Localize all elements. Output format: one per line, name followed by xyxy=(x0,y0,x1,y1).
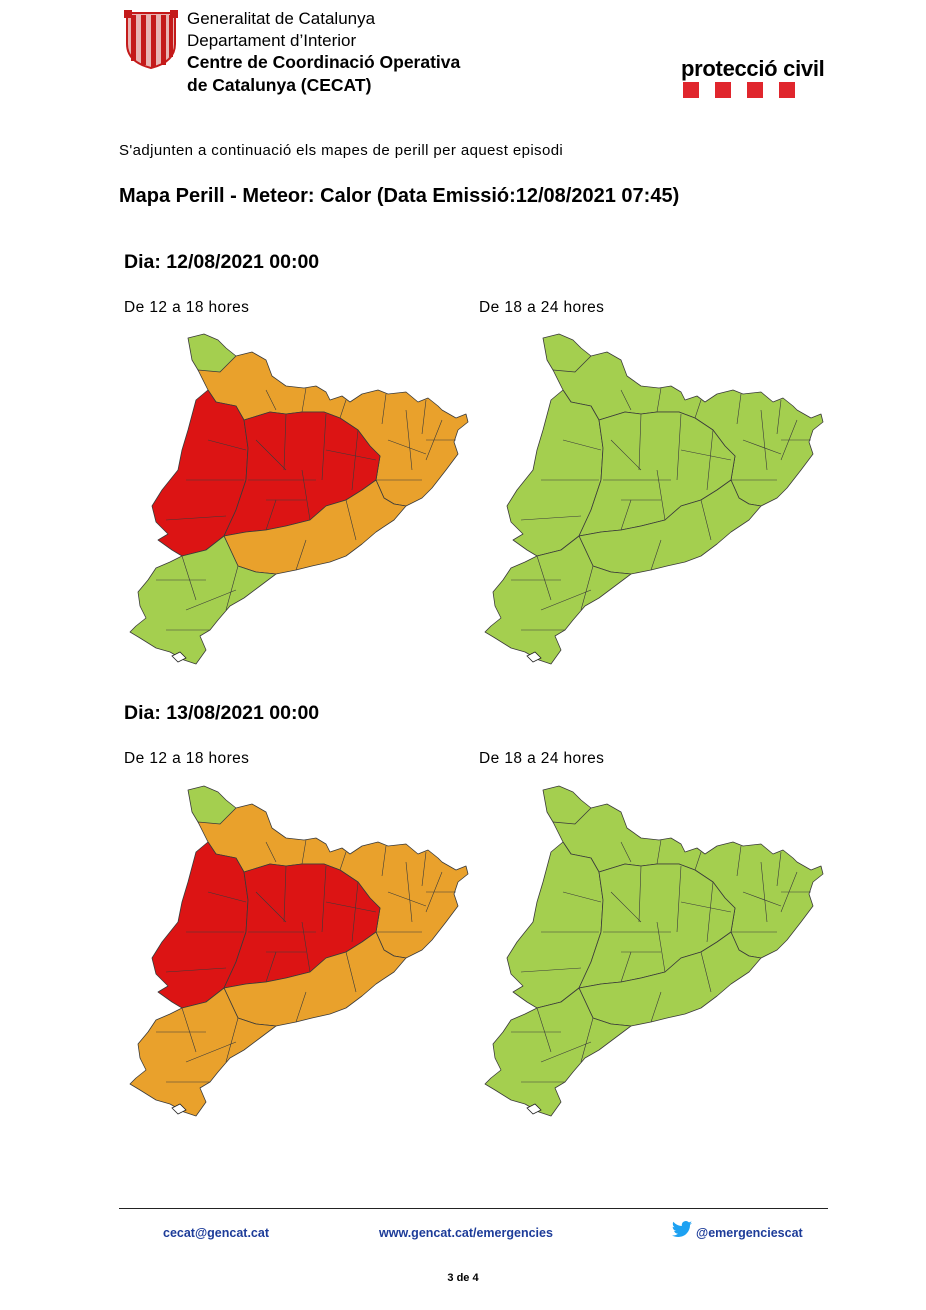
page-number: 3 de 4 xyxy=(447,1272,479,1284)
period-label: De 12 a 18 hores xyxy=(124,750,250,767)
day-heading: Dia: 13/08/2021 00:00 xyxy=(124,702,320,724)
map-region-coast xyxy=(223,931,407,1027)
proteccio-civil-squares-icon xyxy=(683,82,796,98)
generalitat-logo-icon xyxy=(124,10,178,70)
catalonia-map-svg xyxy=(484,333,824,665)
hazard-map xyxy=(126,782,472,1122)
map-comarca-border xyxy=(603,469,777,571)
map-comarca-border xyxy=(603,921,777,1023)
footer-divider xyxy=(119,1208,828,1209)
period-label: De 12 a 18 hores xyxy=(124,299,250,316)
map-delta-marker xyxy=(526,1103,542,1115)
map-comarca-border xyxy=(520,413,714,521)
footer-web-link[interactable]: www.gencat.cat/emergencies xyxy=(379,1226,553,1240)
footer-email-link[interactable]: cecat@gencat.cat xyxy=(163,1226,269,1240)
map-comarca-border xyxy=(610,409,798,501)
map-comarca-border xyxy=(620,387,811,441)
day-heading: Dia: 12/08/2021 00:00 xyxy=(124,251,320,273)
map-comarca-border xyxy=(255,409,443,501)
catalonia-map-svg xyxy=(129,333,469,665)
map-comarca-border xyxy=(610,861,798,953)
twitter-icon[interactable] xyxy=(671,1221,692,1237)
catalonia-map-svg xyxy=(129,785,469,1117)
proteccio-civil-logo: protecció civil xyxy=(681,56,825,81)
footer-twitter-link[interactable]: @emergenciescat xyxy=(696,1226,803,1240)
map-region-south xyxy=(484,987,632,1117)
map-comarca-border xyxy=(511,555,594,631)
hazard-map xyxy=(481,782,827,1122)
map-delta-marker xyxy=(171,1103,187,1115)
map-region-coast xyxy=(223,479,407,575)
hazard-map xyxy=(126,330,472,670)
map-region-coast xyxy=(578,479,762,575)
map-comarca-border xyxy=(511,1007,594,1083)
org-centre-abbrev: de Catalunya (CECAT) xyxy=(187,75,372,95)
catalonia-map-svg xyxy=(484,785,824,1117)
period-label: De 18 a 24 hores xyxy=(479,299,605,316)
intro-text: S'adjunten a continuació els mapes de pe… xyxy=(119,142,564,159)
org-department: Departament d’Interior xyxy=(187,31,357,50)
map-comarca-border xyxy=(156,555,239,631)
map-comarca-border xyxy=(520,865,714,973)
hazard-map xyxy=(481,330,827,670)
map-comarca-border xyxy=(620,839,811,893)
map-region-south xyxy=(484,535,632,665)
map-comarca-border xyxy=(255,861,443,953)
map-comarca-border xyxy=(265,387,456,441)
map-delta-marker xyxy=(171,651,187,663)
org-name: Generalitat de Catalunya xyxy=(187,9,376,28)
org-centre: Centre de Coordinació Operativa xyxy=(187,52,461,72)
page-title: Mapa Perill - Meteor: Calor (Data Emissi… xyxy=(119,185,680,207)
map-comarca-border xyxy=(156,1007,239,1083)
period-label: De 18 a 24 hores xyxy=(479,750,605,767)
map-delta-marker xyxy=(526,651,542,663)
map-region-coast xyxy=(578,931,762,1027)
map-comarca-border xyxy=(165,413,359,521)
map-comarca-border xyxy=(248,921,422,1023)
map-comarca-border xyxy=(248,469,422,571)
map-region-south xyxy=(129,535,277,665)
map-region-south xyxy=(129,987,277,1117)
map-comarca-border xyxy=(265,839,456,893)
map-comarca-border xyxy=(165,865,359,973)
